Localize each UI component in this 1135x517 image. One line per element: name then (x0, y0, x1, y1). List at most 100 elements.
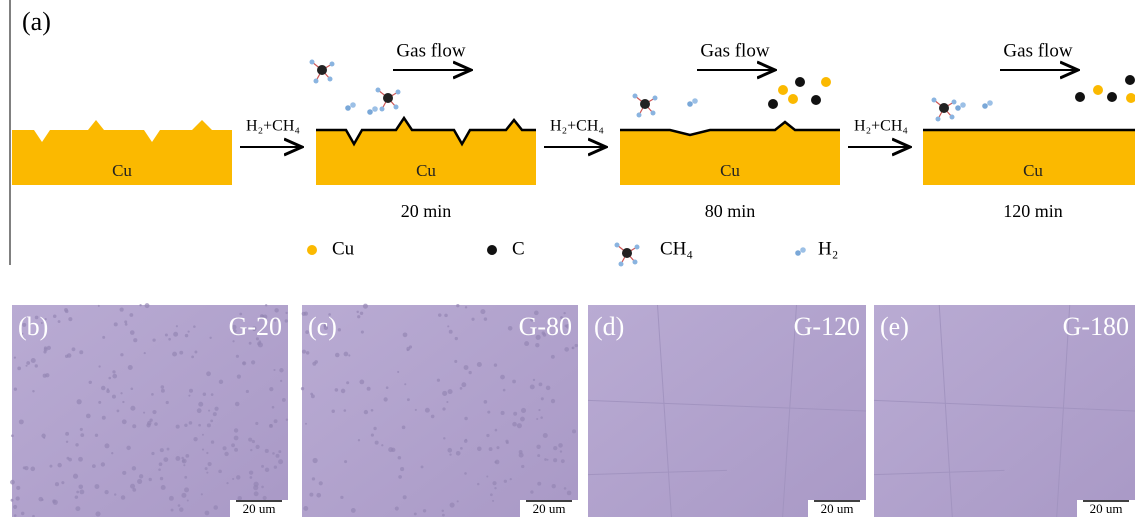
spot (10, 480, 15, 485)
particle (778, 85, 788, 95)
spot (510, 478, 512, 480)
spot (536, 418, 538, 420)
spot (338, 328, 341, 331)
spot (276, 454, 280, 458)
spot (171, 509, 174, 512)
spot (487, 411, 490, 414)
spot (398, 475, 402, 479)
spot (213, 412, 217, 416)
spot (496, 446, 499, 449)
image-label: (c) (308, 312, 337, 341)
image-label: (d) (594, 312, 624, 341)
particle (1126, 93, 1135, 103)
legend-swatch (487, 245, 497, 255)
spot (360, 312, 363, 315)
spot (464, 365, 469, 370)
h-atom (376, 88, 381, 93)
spot (553, 458, 557, 462)
spot (332, 410, 335, 413)
spot (104, 443, 109, 448)
spot (500, 375, 505, 380)
substrate-label: Cu (1023, 161, 1043, 180)
spot (114, 493, 116, 495)
spot (386, 386, 389, 389)
spot (250, 476, 253, 479)
spot (311, 394, 315, 398)
spot (122, 471, 126, 475)
scale-label: 20 um (243, 501, 276, 516)
spot (442, 391, 447, 396)
spot (272, 452, 275, 455)
spot (101, 386, 106, 391)
spot (537, 482, 541, 486)
spot (234, 428, 238, 432)
spot (193, 325, 196, 328)
spot (23, 466, 26, 469)
spot (184, 487, 189, 492)
spot (203, 393, 206, 396)
spot (120, 353, 123, 356)
spot (182, 459, 187, 464)
spot (236, 475, 240, 479)
time-label: 80 min (705, 201, 756, 221)
spot (456, 304, 459, 307)
spot (167, 448, 170, 451)
image-label: (b) (18, 312, 48, 341)
spot (173, 332, 178, 337)
spot (125, 323, 128, 326)
spot (55, 482, 59, 486)
h-atom (952, 100, 957, 105)
spot (75, 495, 78, 498)
spot (303, 506, 308, 511)
spot (512, 422, 517, 427)
spot (306, 351, 309, 354)
spot (274, 465, 277, 468)
spot (112, 395, 116, 399)
spot (255, 422, 258, 425)
spot (130, 406, 135, 411)
spot (442, 510, 444, 512)
spot (14, 357, 16, 359)
spot (112, 374, 117, 379)
spot (409, 345, 412, 348)
sample-label: G-180 (1063, 312, 1129, 341)
spot (117, 410, 120, 413)
spot (263, 496, 267, 500)
spot (21, 512, 25, 516)
spot (234, 448, 238, 452)
spot (344, 460, 347, 463)
spot (194, 351, 197, 354)
spot (553, 446, 557, 450)
spot (471, 318, 474, 321)
spot (250, 449, 252, 451)
spot (132, 424, 136, 428)
spot (78, 484, 83, 489)
spot (423, 509, 426, 512)
spot (166, 401, 169, 404)
spot (477, 483, 479, 485)
spot (89, 381, 92, 384)
spot (513, 412, 517, 416)
h-atom (795, 250, 801, 256)
spot (492, 481, 496, 485)
spot (152, 338, 155, 341)
spot (44, 346, 47, 349)
spot (524, 341, 529, 346)
spot (446, 401, 448, 403)
gas-flow-label: Gas flow (700, 40, 769, 61)
spot (530, 490, 533, 493)
spot (252, 440, 255, 443)
spot (305, 423, 307, 425)
spot (151, 393, 154, 396)
spot (279, 368, 283, 372)
spot (193, 437, 197, 441)
spot (301, 387, 304, 390)
spot (231, 443, 235, 447)
gas-flow-label: Gas flow (1003, 40, 1072, 61)
spot (66, 457, 69, 460)
spot (312, 477, 315, 480)
spot (273, 369, 275, 371)
spot (188, 331, 190, 333)
spot (494, 487, 496, 489)
spot (438, 313, 441, 316)
